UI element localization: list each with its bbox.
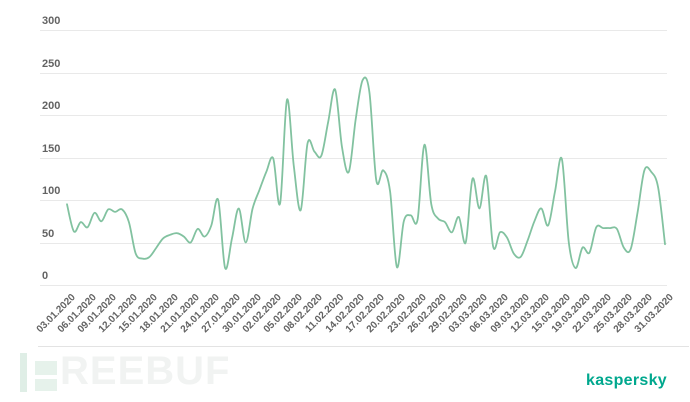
y-gridline xyxy=(40,115,667,116)
y-tick-label: 250 xyxy=(42,57,61,70)
freebuf-icon-f-bar-bottom-icon xyxy=(35,379,57,391)
y-tick-label: 150 xyxy=(42,142,61,155)
y-tick-label: 200 xyxy=(42,100,61,112)
series-line xyxy=(66,76,666,270)
freebuf-icon-vertical-bar-icon xyxy=(20,353,27,392)
freebuf-icon-f-bar-top-icon xyxy=(35,361,57,375)
footer-divider xyxy=(38,346,689,347)
kaspersky-logo: kaspersky xyxy=(586,372,667,389)
y-tick-label: 0 xyxy=(42,270,49,282)
y-tick-label: 50 xyxy=(42,227,55,240)
y-gridline xyxy=(40,200,667,201)
y-tick-label: 300 xyxy=(42,15,61,27)
y-gridline xyxy=(40,72,667,74)
y-gridline xyxy=(40,157,667,159)
y-tick-label: 100 xyxy=(42,185,61,197)
y-gridline xyxy=(40,30,667,31)
y-gridline xyxy=(40,285,667,286)
y-gridline xyxy=(40,242,667,244)
freebuf-watermark-text: REEBUF xyxy=(60,349,231,393)
